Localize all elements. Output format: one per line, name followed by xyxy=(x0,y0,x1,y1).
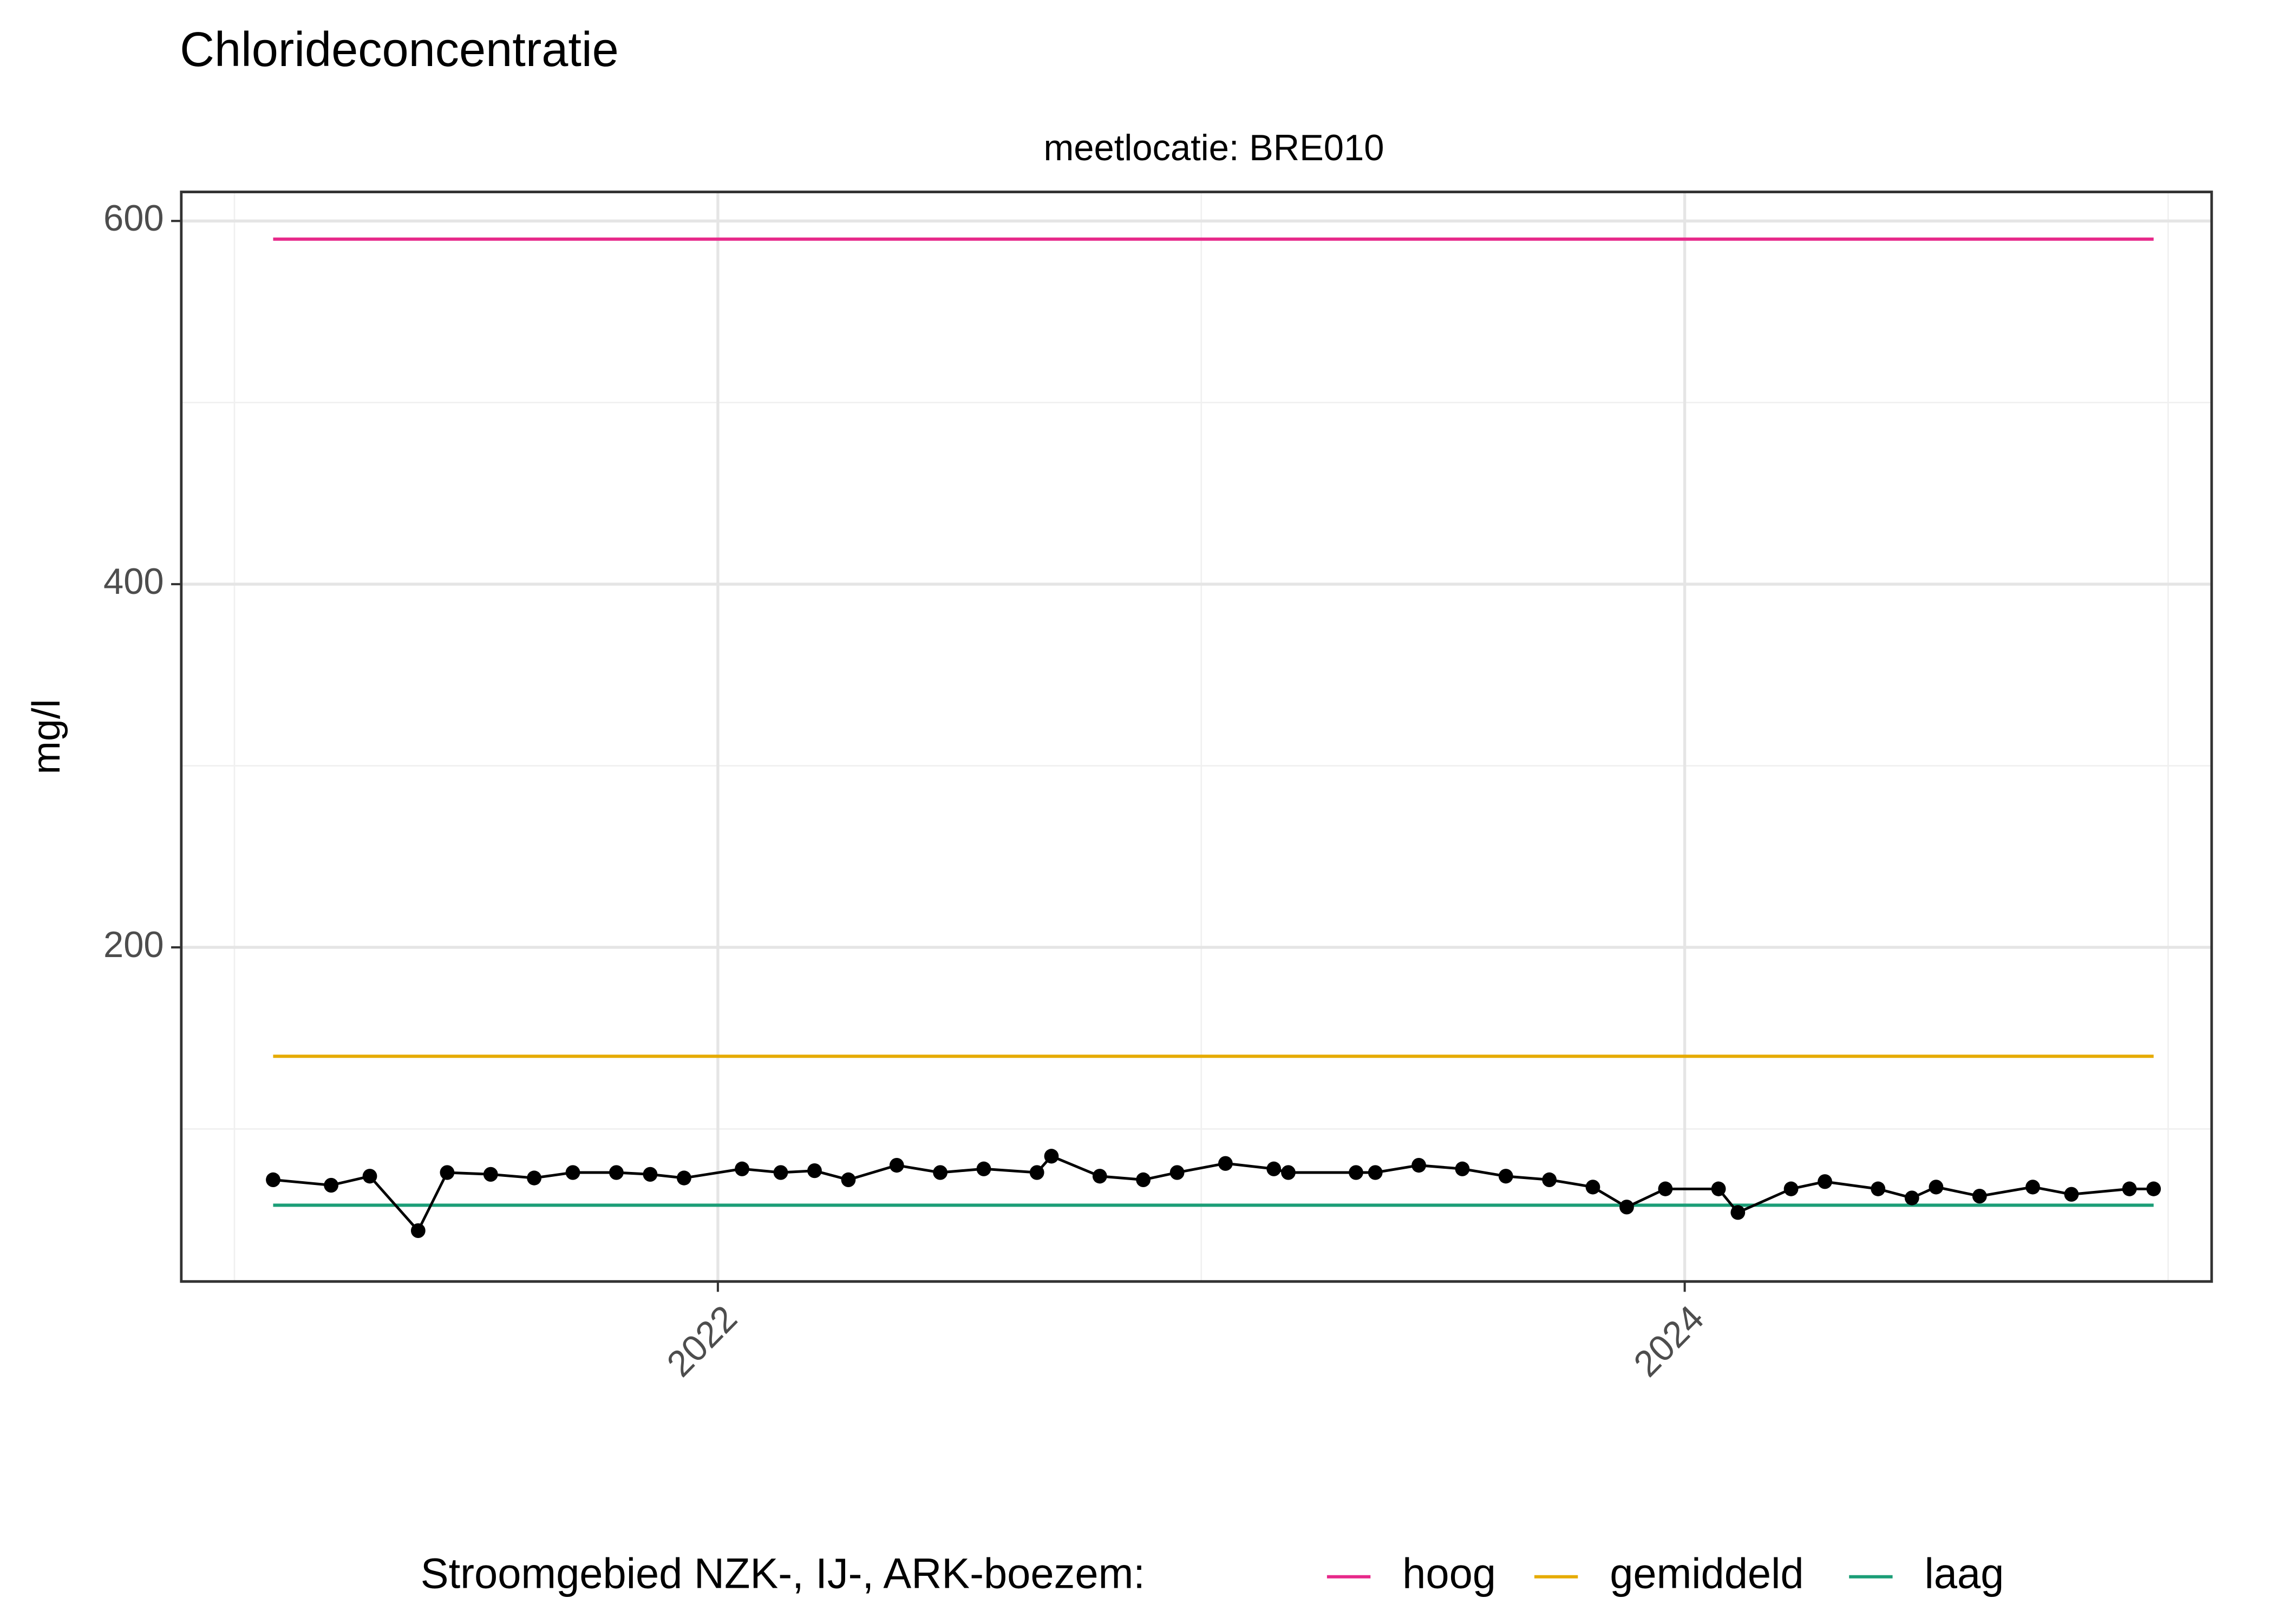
data-point xyxy=(410,1223,426,1238)
data-point xyxy=(1929,1180,1944,1195)
data-point xyxy=(677,1170,691,1186)
data-point xyxy=(1711,1181,1726,1196)
legend-label: gemiddeld xyxy=(1610,1549,1803,1597)
chart-title: Chlorideconcentratie xyxy=(180,22,619,76)
data-point xyxy=(1029,1165,1044,1180)
data-point xyxy=(1044,1149,1059,1164)
data-point xyxy=(643,1167,658,1182)
data-point xyxy=(1349,1165,1363,1180)
legend-label: hoog xyxy=(1402,1549,1496,1597)
data-point xyxy=(1266,1161,1282,1176)
data-point xyxy=(1783,1181,1799,1196)
panel-border xyxy=(180,191,2213,1283)
data-point xyxy=(1542,1172,1557,1188)
data-point xyxy=(2025,1180,2040,1195)
data-point xyxy=(1904,1190,1919,1206)
data-point xyxy=(266,1172,280,1188)
data-point xyxy=(565,1165,580,1180)
y-tick-label: 200 xyxy=(103,925,164,966)
data-point xyxy=(1218,1156,1233,1171)
data-point xyxy=(1730,1205,1746,1220)
data-point xyxy=(1412,1157,1426,1173)
data-point xyxy=(1368,1165,1383,1180)
legend-label: laag xyxy=(1924,1549,2004,1597)
y-tick-label: 400 xyxy=(103,561,164,603)
data-point xyxy=(1972,1188,1987,1204)
data-point xyxy=(1169,1165,1185,1180)
data-point xyxy=(440,1165,455,1180)
y-axis-label: mg/l xyxy=(25,699,68,774)
data-point xyxy=(1619,1200,1634,1215)
data-point xyxy=(2064,1187,2079,1202)
data-point xyxy=(735,1161,749,1176)
strip-label: meetlocatie: BRE010 xyxy=(1043,128,1384,169)
data-point xyxy=(2122,1181,2137,1196)
data-point xyxy=(1455,1161,1470,1176)
data-point xyxy=(324,1177,338,1193)
data-point xyxy=(1818,1174,1832,1189)
data-point xyxy=(1585,1180,1600,1195)
data-point xyxy=(773,1165,788,1180)
data-point xyxy=(976,1161,991,1176)
data-point xyxy=(1658,1181,1673,1196)
data-point xyxy=(1092,1169,1107,1184)
y-tick-label: 600 xyxy=(103,198,164,239)
legend-title: Stroomgebied NZK-, IJ-, ARK-boezem: xyxy=(421,1549,1145,1597)
data-point xyxy=(1498,1169,1513,1184)
data-point xyxy=(841,1172,856,1188)
data-point xyxy=(527,1170,541,1186)
data-point xyxy=(362,1169,377,1184)
data-point xyxy=(609,1165,624,1180)
data-point xyxy=(807,1163,822,1178)
data-point xyxy=(1871,1181,1886,1196)
data-point xyxy=(1136,1172,1151,1188)
data-point xyxy=(889,1157,904,1173)
data-point xyxy=(1281,1165,1296,1180)
data-point xyxy=(933,1165,948,1180)
data-point xyxy=(483,1167,498,1182)
data-point xyxy=(2146,1181,2161,1196)
